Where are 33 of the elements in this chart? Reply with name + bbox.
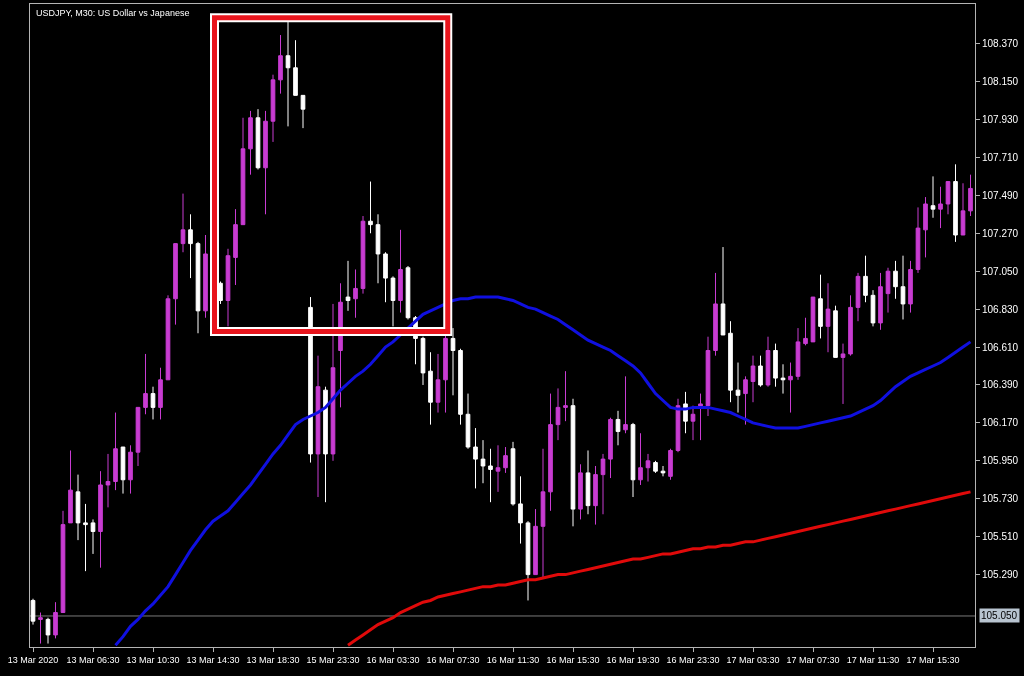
y-tick-label: 105.730: [982, 493, 1019, 505]
y-tick-label: 106.610: [982, 341, 1019, 353]
y-tick-label: 108.370: [982, 38, 1019, 50]
y-tick-label: 105.950: [982, 455, 1019, 467]
x-tick-label: 16 Mar 15:30: [546, 654, 600, 665]
x-tick-label: 17 Mar 03:30: [726, 654, 780, 665]
x-tick-label: 17 Mar 11:30: [846, 654, 900, 665]
text: USDJPY, M30: US Dollar vs Japanese: [36, 8, 190, 19]
y-tick-label: 107.710: [982, 151, 1019, 163]
y-tick-label: 106.170: [982, 417, 1019, 429]
y-tick-label: 107.270: [982, 227, 1019, 239]
y-tick-label: 106.830: [982, 303, 1019, 315]
x-tick-label: 16 Mar 23:30: [666, 654, 720, 665]
x-tick-label: 16 Mar 19:30: [606, 654, 660, 665]
ref-line-label: 105.050: [981, 610, 1018, 621]
x-tick-label: 13 Mar 14:30: [186, 654, 240, 665]
x-tick-label: 16 Mar 03:30: [366, 654, 420, 665]
x-tick-label: 16 Mar 07:30: [426, 654, 480, 665]
x-tick-label: 17 Mar 15:30: [906, 654, 960, 665]
x-tick-label: 13 Mar 10:30: [126, 654, 180, 665]
x-tick-label: 13 Mar 2020: [7, 654, 59, 665]
x-tick-label: 15 Mar 23:30: [306, 654, 360, 665]
y-tick-label: 107.930: [982, 114, 1019, 125]
y-tick-label: 107.050: [982, 265, 1019, 277]
x-tick-label: 13 Mar 06:30: [66, 654, 120, 665]
y-tick-label: 105.510: [982, 531, 1019, 543]
y-tick-label: 108.150: [982, 76, 1019, 88]
y-tick-label: 106.390: [982, 379, 1019, 391]
x-tick-label: 16 Mar 11:30: [486, 654, 540, 665]
x-tick-label: 13 Mar 18:30: [246, 654, 300, 665]
x-tick-label: 17 Mar 07:30: [786, 654, 840, 665]
y-tick-label: 107.490: [982, 189, 1019, 201]
y-tick-label: 105.290: [982, 569, 1019, 581]
